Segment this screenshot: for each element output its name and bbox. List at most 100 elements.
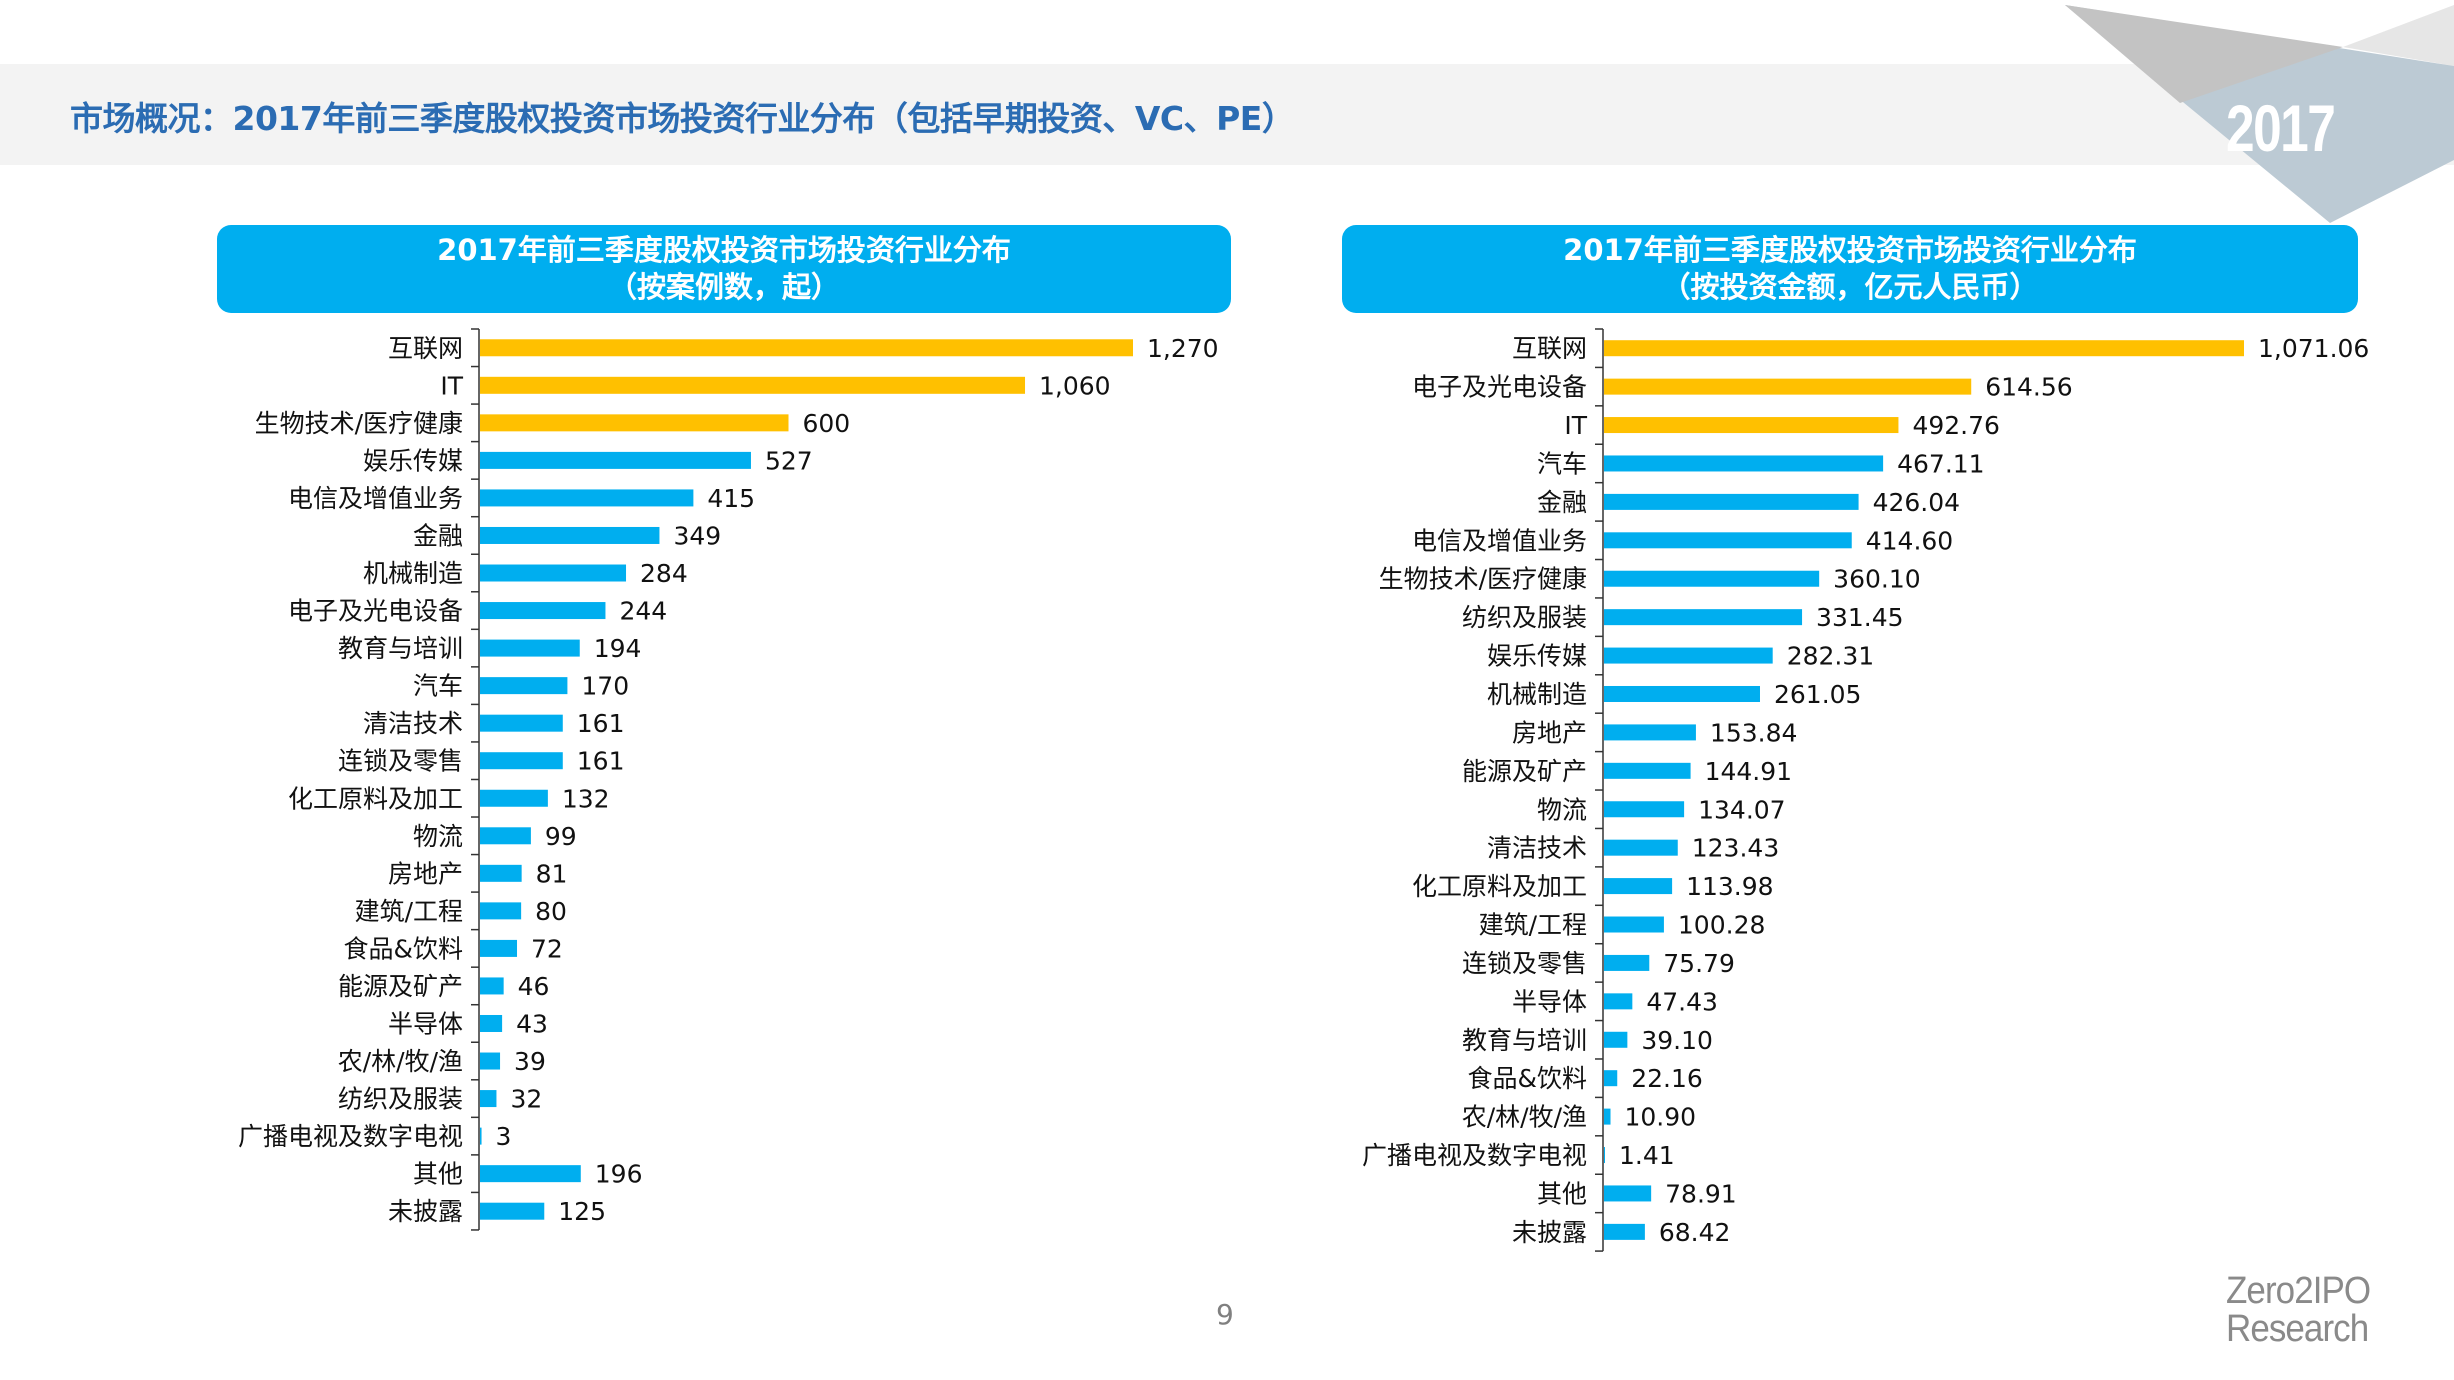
left-bar — [480, 1165, 581, 1183]
right-category-label: 农/林/牧/渔 — [1462, 1103, 1587, 1132]
right-bar — [1604, 839, 1678, 856]
left-category-label: 生物技术/医疗健康 — [255, 409, 463, 438]
right-value-label: 360.10 — [1833, 565, 1920, 594]
right-bar — [1604, 1108, 1611, 1125]
right-bar — [1604, 455, 1884, 472]
left-bar — [480, 677, 568, 695]
logo-line-1: Zero2IPO — [2226, 1270, 2371, 1312]
left-value-label: 46 — [518, 972, 550, 1001]
left-bar — [480, 1052, 501, 1070]
right-bar — [1604, 570, 1820, 587]
right-value-label: 282.31 — [1787, 642, 1874, 671]
left-bar — [480, 1014, 503, 1032]
right-value-label: 123.43 — [1692, 834, 1779, 863]
right-category-label: IT — [1564, 411, 1587, 440]
left-bar — [480, 639, 580, 657]
left-category-label: 教育与培训 — [338, 634, 463, 663]
right-bar — [1604, 1223, 1645, 1240]
logo-line-2: Research — [2226, 1308, 2369, 1350]
zero2ipo-logo: Zero2IPO Research — [2226, 1270, 2371, 1350]
right-bar — [1604, 993, 1633, 1010]
left-category-label: 房地产 — [388, 859, 463, 888]
right-value-label: 331.45 — [1816, 603, 1903, 632]
right-value-label: 144.91 — [1705, 757, 1792, 786]
left-category-label: 金融 — [413, 521, 463, 550]
left-value-label: 32 — [510, 1085, 542, 1114]
right-category-label: 未披露 — [1512, 1218, 1587, 1247]
right-bar — [1604, 801, 1685, 818]
right-category-label: 电子及光电设备 — [1412, 373, 1587, 402]
left-value-label: 39 — [514, 1047, 546, 1076]
right-value-label: 47.43 — [1646, 987, 1718, 1016]
left-category-label: 能源及矿产 — [338, 972, 463, 1001]
left-category-label: 清洁技术 — [363, 709, 463, 738]
left-value-label: 3 — [496, 1122, 512, 1151]
left-category-label: 农/林/牧/渔 — [338, 1047, 463, 1076]
right-bar — [1604, 647, 1773, 664]
right-value-label: 113.98 — [1686, 872, 1773, 901]
right-category-label: 电信及增值业务 — [1412, 526, 1587, 555]
left-value-label: 161 — [577, 747, 625, 776]
right-bar — [1604, 685, 1760, 702]
left-value-label: 80 — [535, 897, 567, 926]
left-value-label: 1,270 — [1147, 334, 1219, 363]
left-category-label: 互联网 — [388, 334, 463, 363]
right-chart-title: 2017年前三季度股权投资市场投资行业分布 — [1563, 233, 2137, 267]
left-bar — [480, 977, 504, 995]
left-value-label: 72 — [531, 934, 563, 963]
right-value-label: 467.11 — [1897, 449, 1984, 478]
right-value-label: 100.28 — [1678, 911, 1765, 940]
left-value-label: 194 — [594, 634, 642, 663]
right-value-label: 414.60 — [1866, 526, 1953, 555]
left-category-label: 其他 — [413, 1160, 463, 1189]
right-bar — [1604, 1185, 1652, 1202]
right-category-label: 物流 — [1537, 795, 1587, 824]
left-category-label: 物流 — [413, 822, 463, 851]
right-bar — [1604, 609, 1803, 626]
right-bar — [1604, 954, 1650, 971]
left-value-label: 284 — [640, 559, 688, 588]
right-bar — [1604, 916, 1664, 933]
left-value-label: 125 — [558, 1197, 606, 1226]
right-chart-header: 2017年前三季度股权投资市场投资行业分布 （按投资金额，亿元人民币） — [1342, 225, 2358, 313]
year-badge: 2017 — [2226, 91, 2336, 165]
right-bar-chart: 互联网 1,071.06 电子及光电设备 614.56 IT 492.76 汽车 467.11… — [1362, 328, 2369, 1252]
left-category-label: 建筑/工程 — [355, 897, 463, 926]
left-bar — [480, 789, 548, 807]
corner-triangle-light — [2343, 5, 2454, 66]
left-value-label: 196 — [595, 1160, 643, 1189]
left-bar — [480, 827, 531, 845]
right-bar — [1604, 1031, 1628, 1048]
right-category-label: 金融 — [1537, 488, 1587, 517]
left-category-label: 未披露 — [388, 1197, 463, 1226]
left-category-label: 电信及增值业务 — [288, 484, 463, 513]
right-bar — [1604, 724, 1696, 741]
right-category-label: 娱乐传媒 — [1487, 642, 1587, 671]
left-bar — [480, 526, 660, 544]
right-bar — [1604, 878, 1673, 895]
left-value-label: 1,060 — [1039, 371, 1111, 400]
left-chart-subtitle: （按案例数，起） — [607, 270, 840, 304]
left-bar — [480, 414, 789, 432]
right-category-label: 清洁技术 — [1487, 834, 1587, 863]
left-bar — [480, 939, 518, 957]
page-number: 9 — [1216, 1298, 1234, 1331]
right-bar — [1604, 762, 1691, 779]
left-bar — [480, 714, 563, 732]
left-value-label: 527 — [765, 446, 813, 475]
right-category-label: 房地产 — [1512, 718, 1587, 747]
right-category-label: 广播电视及数字电视 — [1362, 1141, 1587, 1170]
left-category-label: 机械制造 — [363, 559, 463, 588]
left-bar — [480, 489, 694, 507]
right-bar — [1604, 1070, 1618, 1087]
right-value-label: 614.56 — [1985, 373, 2072, 402]
left-category-label: IT — [440, 371, 463, 400]
right-value-label: 39.10 — [1641, 1026, 1713, 1055]
left-bar — [480, 902, 522, 920]
left-value-label: 600 — [803, 409, 851, 438]
right-value-label: 153.84 — [1710, 718, 1797, 747]
right-value-label: 134.07 — [1698, 795, 1785, 824]
left-bar — [480, 752, 563, 770]
